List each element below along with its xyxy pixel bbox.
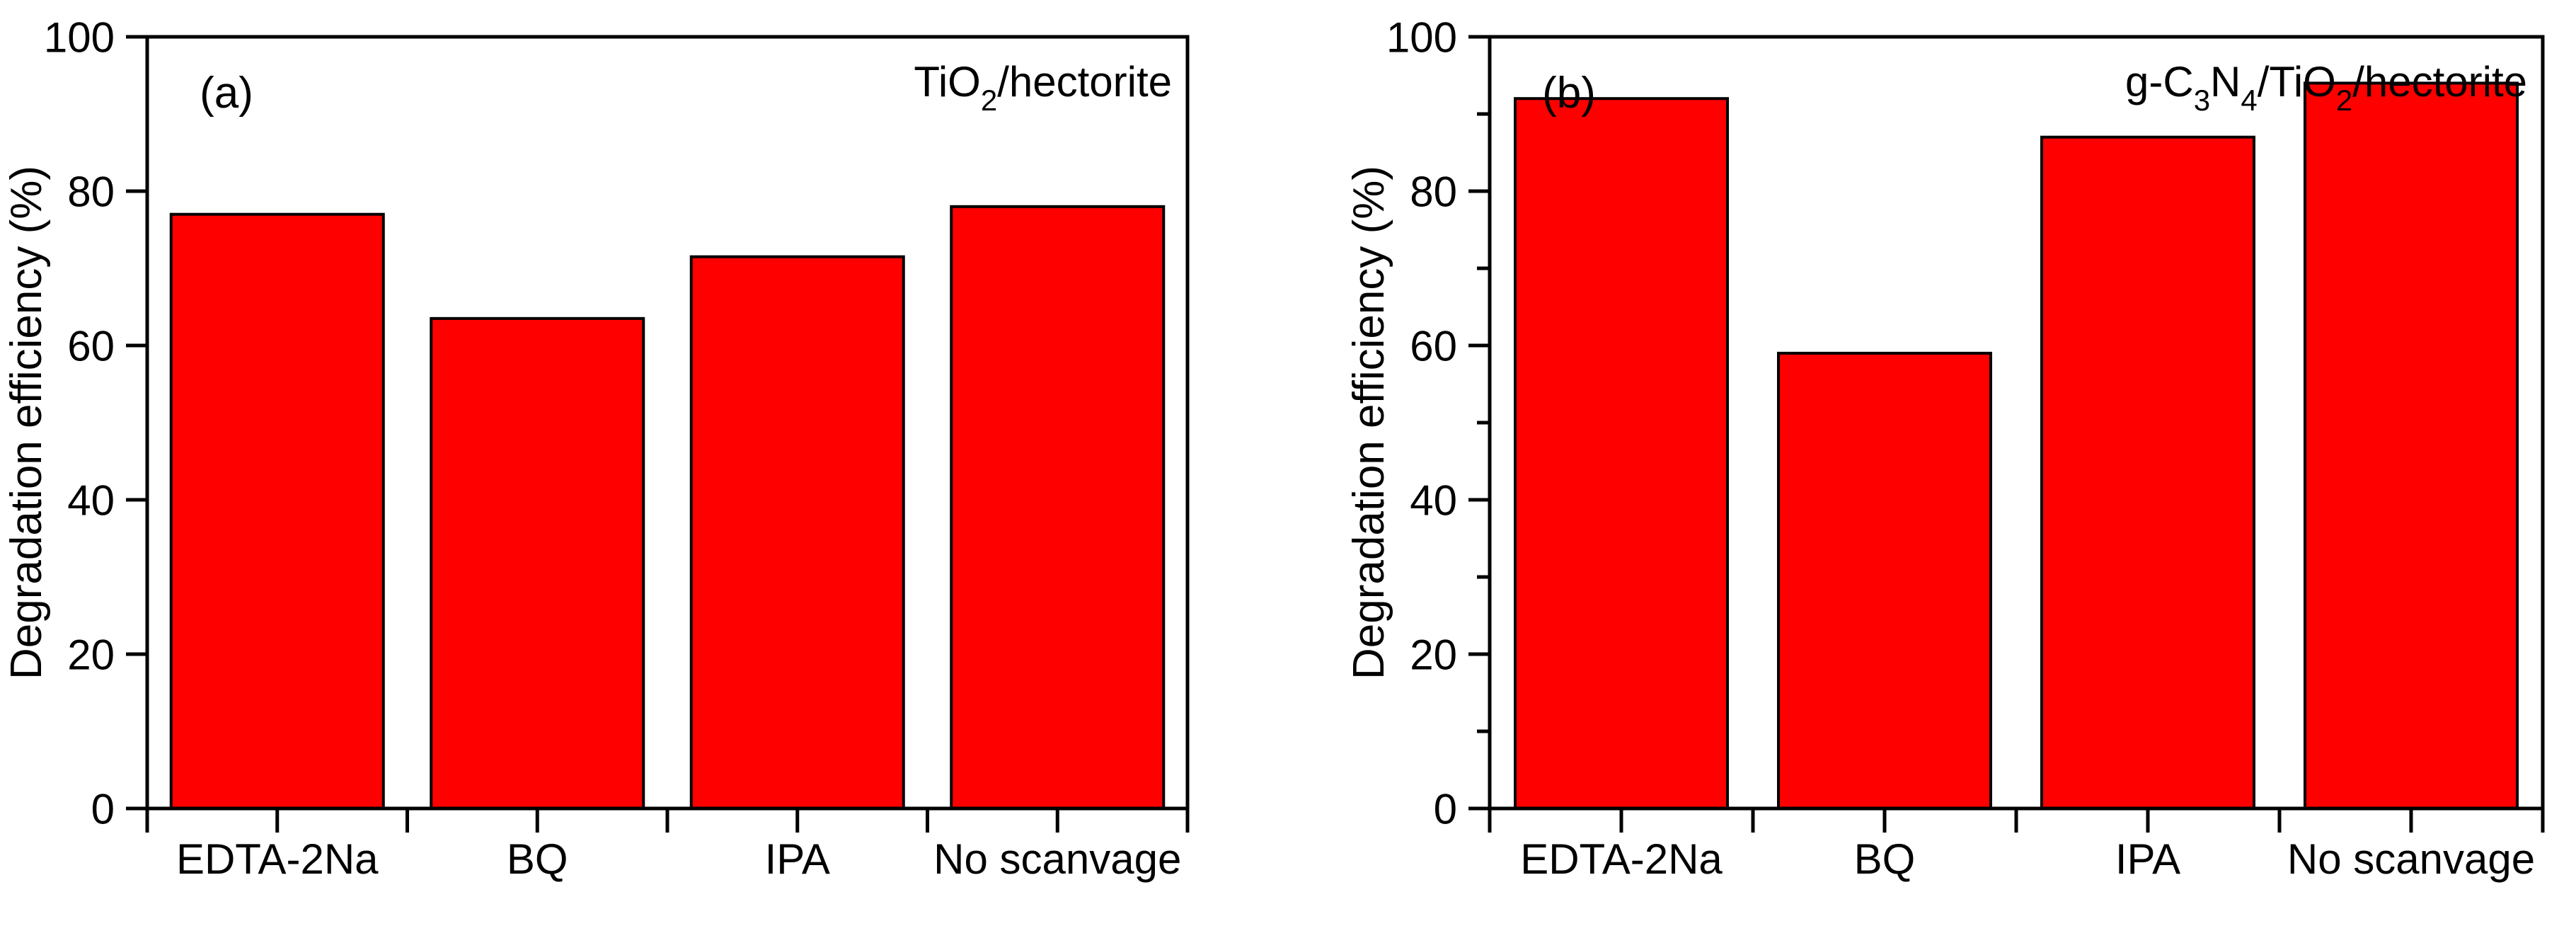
bar-IPA	[2040, 135, 2255, 810]
y-tick-label: 40	[1410, 477, 1457, 525]
panel-b: 0 20 40 60 80 100 EDTA-2Na BQ IPA No scanvage Degr…	[1288, 0, 2576, 926]
y-tick-label: 60	[1410, 323, 1457, 370]
y-tick-label: 100	[1386, 14, 1457, 62]
y-tick-label: 40	[67, 477, 115, 525]
bars-group	[169, 205, 1166, 811]
bar-BQ	[1777, 351, 1992, 810]
x-axis-ticks: EDTA-2Na BQ IPA No scanvage	[145, 808, 1190, 883]
x-category-label: BQ	[1854, 835, 1916, 883]
y-axis-title: Degradation efficiency (%)	[1345, 166, 1393, 680]
panel-b-chart: 0 20 40 60 80 100 EDTA-2Na BQ IPA No scanvage Degr…	[1345, 14, 2545, 883]
y-tick-label: 60	[67, 323, 115, 370]
bars-group	[1514, 81, 2519, 810]
sample-annotation: TiO2/hectorite	[914, 58, 1172, 117]
y-tick-label: 20	[1410, 631, 1457, 679]
bar-EDTA-2Na	[169, 212, 385, 810]
panel-letter: (b)	[1542, 69, 1596, 118]
bar-BQ	[430, 316, 645, 811]
bar-No scanvage	[2304, 81, 2519, 810]
x-category-label: IPA	[765, 835, 830, 883]
x-category-label: BQ	[507, 835, 568, 883]
panel-letter: (a)	[200, 69, 253, 118]
y-tick-label: 80	[67, 168, 115, 216]
y-tick-label: 0	[1434, 786, 1457, 833]
x-axis-ticks: EDTA-2Na BQ IPA No scanvage	[1488, 808, 2545, 883]
y-axis-title: Degradation efficiency (%)	[2, 166, 51, 680]
y-tick-label: 20	[67, 631, 115, 679]
panel-a: 0 20 40 60 80 100 EDTA-2Na BQ IPA No scanvage Degr…	[2, 14, 1190, 883]
y-tick-label: 0	[91, 786, 115, 833]
x-category-label: No scanvage	[2287, 835, 2535, 883]
x-category-label: IPA	[2115, 835, 2180, 883]
bar-IPA	[689, 255, 905, 810]
x-category-label: EDTA-2Na	[176, 835, 379, 883]
x-category-label: EDTA-2Na	[1520, 835, 1723, 883]
bar-EDTA-2Na	[1514, 97, 1729, 810]
bar-No scanvage	[950, 205, 1166, 810]
y-axis-ticks: 0 20 40 60 80 100	[1386, 14, 1490, 833]
y-tick-label: 100	[44, 14, 115, 62]
x-category-label: No scanvage	[933, 835, 1181, 883]
sample-annotation: g-C3N4/TiO2/hectorite	[2125, 58, 2527, 117]
y-tick-label: 80	[1410, 168, 1457, 216]
y-axis-ticks: 0 20 40 60 80 100	[44, 14, 147, 833]
panel-a-chart: 0 20 40 60 80 100 EDTA-2Na BQ IPA No scanvage Degr…	[2, 14, 1190, 883]
